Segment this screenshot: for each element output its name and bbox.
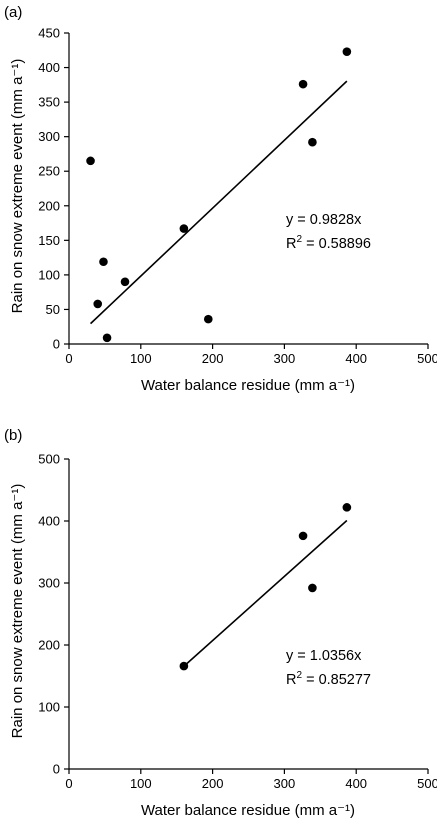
y-tick-label: 400	[38, 60, 60, 75]
y-tick-label: 300	[38, 576, 60, 591]
y-tick-label: 0	[53, 762, 60, 777]
points-a	[86, 47, 352, 343]
x-tick-label: 400	[345, 351, 367, 366]
chart-panel-b: (b) 0 100 200 300 400 500 0 100 200 300 400 500 Wat…	[4, 427, 437, 819]
y-tick-label: 50	[46, 302, 60, 317]
r2-label-a: R	[286, 236, 296, 252]
x-tick-label: 500	[417, 776, 437, 791]
x-tick-label: 0	[65, 351, 72, 366]
r2-value-b: = 0.85277	[302, 672, 371, 688]
r2-a: R2 = 0.58896	[286, 234, 371, 252]
ticks-b	[64, 458, 429, 774]
x-tick-label: 200	[202, 776, 224, 791]
x-tick-label: 0	[65, 776, 72, 791]
chart-panel-a: (a) 0 100 200 300 400 500 0 50 100 150 200 250 300 35…	[4, 4, 437, 394]
data-point	[342, 47, 352, 56]
x-tick-label: 100	[130, 351, 152, 366]
data-point	[99, 257, 108, 267]
data-point	[203, 314, 213, 324]
r2-value-a: = 0.58896	[302, 236, 371, 252]
y-axis-label-a: Rain on snow extreme event (mm a⁻¹)	[9, 59, 26, 314]
data-point	[86, 156, 95, 166]
data-point	[298, 79, 308, 89]
r2-b: R2 = 0.85277	[286, 670, 371, 688]
x-tick-label: 100	[130, 776, 152, 791]
y-tick-label: 100	[38, 700, 60, 715]
y-tick-label: 0	[53, 337, 60, 352]
r2-exp-a: 2	[296, 234, 302, 245]
y-tick-label: 100	[38, 267, 60, 282]
r2-exp-b: 2	[296, 670, 302, 681]
data-point	[179, 661, 189, 671]
y-tick-label: 200	[38, 638, 60, 653]
data-point	[179, 224, 189, 233]
y-axis-label-b: Rain on snow extreme event (mm a⁻¹)	[9, 484, 26, 739]
r2-label-b: R	[286, 672, 296, 688]
data-point	[120, 277, 130, 287]
ticks-a	[64, 32, 429, 349]
fit-line-a	[89, 80, 348, 325]
y-tick-label: 150	[38, 233, 60, 248]
y-tick-label: 400	[38, 514, 60, 529]
x-tick-label: 500	[417, 351, 437, 366]
y-tick-label: 200	[38, 198, 60, 213]
equation-a: y = 0.9828x	[286, 212, 362, 228]
data-point	[308, 583, 317, 593]
y-tick-label: 300	[38, 129, 60, 144]
x-tick-label: 200	[202, 351, 224, 366]
y-tick-label: 250	[38, 164, 60, 179]
tick-labels-b: 0 100 200 300 400 500 0 100 200 300 400 500	[38, 452, 437, 792]
points-b	[179, 503, 352, 671]
data-point	[308, 137, 317, 147]
data-point	[298, 531, 308, 541]
y-tick-label: 350	[38, 95, 60, 110]
x-tick-label: 300	[274, 351, 296, 366]
x-axis-label-a: Water balance residue (mm a⁻¹)	[141, 377, 355, 394]
x-tick-label: 300	[274, 776, 296, 791]
x-tick-label: 400	[345, 776, 367, 791]
data-point	[93, 299, 103, 309]
panel-label-a: (a)	[4, 4, 22, 21]
fit-line-b	[183, 519, 348, 667]
data-point	[342, 503, 352, 512]
y-tick-label: 500	[38, 452, 60, 467]
data-point	[102, 333, 112, 343]
y-tick-label: 450	[38, 26, 60, 41]
x-axis-label-b: Water balance residue (mm a⁻¹)	[141, 802, 355, 819]
tick-labels-a: 0 100 200 300 400 500 0 50 100 150 200 250 300 350 400…	[38, 26, 437, 367]
equation-b: y = 1.0356x	[286, 648, 362, 664]
panel-label-b: (b)	[4, 427, 22, 444]
